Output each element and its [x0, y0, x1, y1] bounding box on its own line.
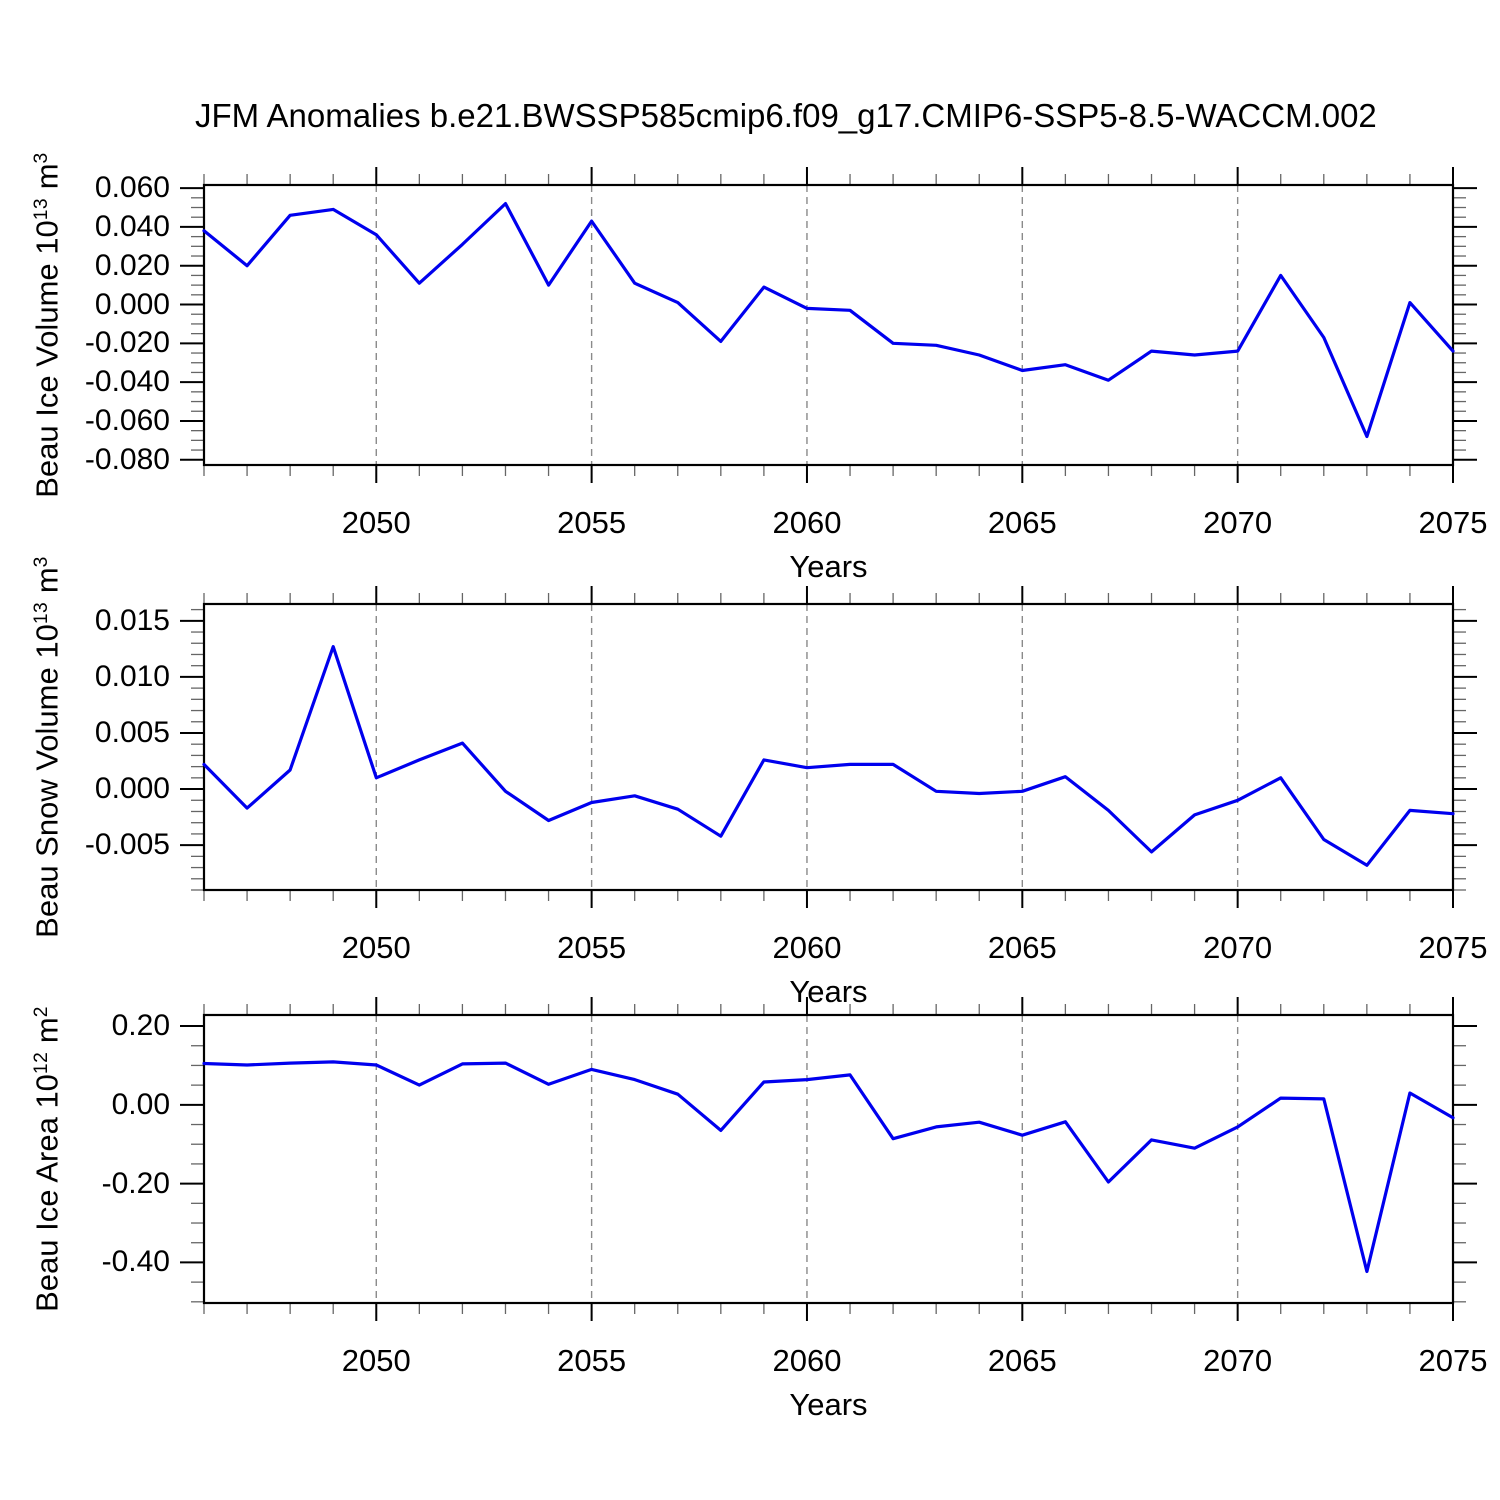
x-axis-title: Years [789, 1387, 868, 1422]
x-tick-label: 2075 [1418, 1343, 1488, 1378]
figure-title: JFM Anomalies b.e21.BWSSP585cmip6.f09_g1… [195, 97, 1377, 134]
x-tick-label: 2050 [341, 930, 411, 965]
y-axis-title-text: m [29, 1017, 65, 1052]
beau-ice-area-line [202, 1060, 1455, 1274]
y-tick-label: -0.080 [84, 442, 170, 476]
y-tick-label: -0.005 [84, 828, 170, 862]
y-tick-label: -0.40 [101, 1245, 170, 1279]
y-axis-title-superscript: 13 [31, 601, 52, 625]
plot-border [202, 1013, 1455, 1305]
plot-border [202, 602, 1455, 892]
y-axis-title-text: m [29, 567, 65, 602]
y-axis-title-text: m [29, 163, 65, 198]
x-tick-label: 2050 [341, 505, 411, 540]
x-tick-label: 2050 [341, 1343, 411, 1378]
y-tick-label: 0.000 [94, 287, 170, 321]
x-tick-label: 2060 [772, 505, 842, 540]
x-axis-title: Years [789, 974, 868, 1009]
y-axis-title-superscript: 3 [31, 152, 52, 164]
y-axis-title-superscript: 2 [31, 1006, 52, 1018]
y-axis-title-superscript: 12 [31, 1051, 52, 1075]
y-axis-title-text: Beau Ice Volume 10 [29, 220, 65, 498]
y-axis-title-superscript: 13 [31, 197, 52, 221]
beau-snow-volume-line [202, 644, 1455, 867]
x-tick-label: 2065 [987, 930, 1057, 965]
x-tick-label: 2065 [987, 505, 1057, 540]
y-tick-label: -0.020 [84, 326, 170, 360]
y-tick-label: 0.010 [94, 659, 170, 693]
y-tick-label: -0.060 [84, 403, 170, 437]
beau-ice-volume-line [202, 202, 1455, 439]
x-tick-label: 2060 [772, 1343, 842, 1378]
y-tick-label: -0.040 [84, 365, 170, 399]
x-tick-label: 2055 [557, 1343, 627, 1378]
x-tick-label: 2055 [557, 505, 627, 540]
y-tick-label: 0.20 [111, 1009, 170, 1043]
y-axis-title-text: Beau Snow Volume 10 [29, 624, 65, 938]
x-tick-label: 2070 [1203, 930, 1273, 965]
x-axis-title: Years [789, 549, 868, 584]
y-tick-label: 0.00 [111, 1087, 170, 1121]
x-tick-label: 2070 [1203, 1343, 1273, 1378]
y-tick-label: 0.000 [94, 772, 170, 806]
x-tick-label: 2055 [557, 930, 627, 965]
y-tick-label: 0.015 [94, 603, 170, 637]
y-axis-title-text: Beau Ice Area 10 [29, 1074, 65, 1312]
y-axis-title-superscript: 3 [31, 556, 52, 568]
y-tick-label: 0.040 [94, 209, 170, 243]
x-tick-label: 2060 [772, 930, 842, 965]
x-tick-label: 2075 [1418, 505, 1488, 540]
x-tick-label: 2065 [987, 1343, 1057, 1378]
y-axis-title: Beau Ice Area 1012 m2 [22, 899, 65, 1419]
plot-border [202, 183, 1455, 467]
y-tick-label: 0.005 [94, 715, 170, 749]
x-tick-label: 2075 [1418, 930, 1488, 965]
x-tick-label: 2070 [1203, 505, 1273, 540]
y-tick-label: 0.020 [94, 248, 170, 282]
y-tick-label: 0.060 [94, 171, 170, 205]
y-tick-label: -0.20 [101, 1166, 170, 1200]
